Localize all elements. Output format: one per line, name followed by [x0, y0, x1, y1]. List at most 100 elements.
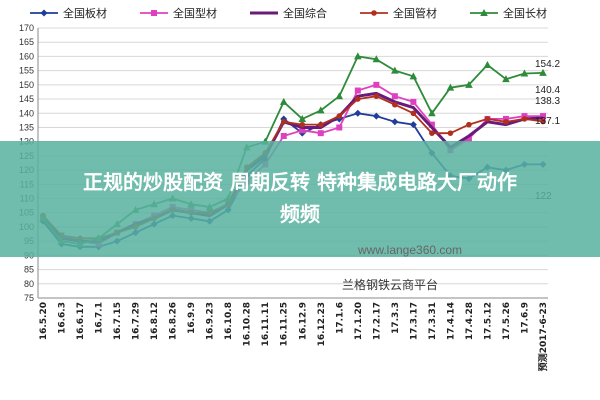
- data-point: [279, 97, 288, 105]
- x-tick-label: 16.10.8: [224, 302, 234, 340]
- data-point: [428, 121, 435, 128]
- y-tick-label: 155: [19, 66, 34, 76]
- data-point: [317, 130, 324, 137]
- data-point: [40, 9, 48, 17]
- legend-label: 全国板材: [63, 6, 107, 20]
- y-tick-label: 170: [19, 23, 34, 33]
- data-point: [354, 109, 362, 117]
- legend-item: 全国综合: [250, 6, 327, 20]
- data-point: [539, 68, 547, 76]
- legend-item: 全国长材: [470, 6, 547, 20]
- y-tick-label: 150: [19, 80, 34, 90]
- x-tick-label: 16.12.23: [317, 302, 327, 346]
- x-tick-label: 16.8.12: [150, 302, 160, 340]
- data-point: [354, 52, 362, 60]
- x-tick-label: 16.7.15: [113, 302, 123, 340]
- legend-label: 全国管材: [393, 6, 437, 20]
- overlay-banner: [0, 141, 600, 257]
- x-tick-label: 17.4.28: [465, 302, 475, 340]
- data-point: [372, 112, 380, 120]
- y-tick-label: 75: [24, 293, 34, 303]
- data-point: [446, 83, 455, 91]
- data-point: [336, 113, 343, 119]
- x-tick-label: 17.5.26: [502, 302, 512, 340]
- banner-line-1: 正规的炒股配资 周期反转 特种集成电路大厂动作: [83, 170, 517, 194]
- x-tick-label: 17.2.17: [372, 302, 382, 340]
- watermark-url: www.lange360.com: [358, 243, 463, 257]
- data-point: [429, 130, 435, 136]
- data-point: [373, 93, 380, 100]
- legend-item: 全国板材: [30, 6, 107, 20]
- data-point: [391, 93, 398, 100]
- data-point: [484, 116, 491, 122]
- x-tick-label: 16.12.9: [298, 302, 308, 340]
- x-axis-ticks: 16.5.20 16.6.3 16.6.17 16.7.1 16.7.15 16.7.29…: [39, 302, 549, 371]
- data-point: [298, 114, 307, 122]
- data-point: [354, 87, 361, 94]
- data-point: [409, 121, 417, 129]
- y-tick-label: 85: [24, 265, 34, 275]
- data-point: [428, 109, 436, 117]
- data-point: [540, 118, 546, 125]
- data-point: [372, 55, 381, 63]
- x-tick-label: 17.3.31: [428, 302, 438, 340]
- data-point: [410, 98, 417, 105]
- data-point: [317, 121, 324, 128]
- x-tick-label: 16.7.29: [132, 302, 142, 340]
- legend-label: 全国综合: [283, 6, 327, 20]
- x-tick-label: 16.7.1: [95, 302, 105, 334]
- data-point: [540, 113, 546, 120]
- y-tick-label: 145: [19, 94, 34, 104]
- data-point: [502, 75, 510, 83]
- end-label: 137.1: [535, 116, 560, 127]
- data-point: [391, 118, 399, 126]
- data-point: [502, 115, 509, 122]
- x-tick-label: 16.8.26: [169, 302, 179, 340]
- y-tick-label: 160: [19, 51, 34, 61]
- banner-line-2: 频频: [280, 202, 320, 226]
- x-tick-label: 17.3.3: [391, 302, 401, 334]
- data-point: [466, 121, 472, 128]
- data-point: [371, 10, 377, 16]
- x-tick-label: 17.1.20: [354, 302, 364, 340]
- y-tick-label: 165: [19, 37, 34, 47]
- legend-label: 全国长材: [503, 6, 547, 20]
- end-label: 138.3: [535, 96, 560, 107]
- x-tick-label: 17.5.12: [483, 302, 493, 340]
- data-point: [483, 60, 492, 68]
- data-point: [280, 133, 287, 139]
- data-point: [299, 127, 306, 134]
- x-tick-label: 17.4.14: [446, 302, 456, 340]
- data-point: [480, 9, 488, 16]
- x-tick-label: 16.9.23: [206, 302, 216, 340]
- data-point: [335, 92, 344, 100]
- x-tick-label: 16.9.9: [187, 302, 197, 334]
- data-point: [447, 130, 454, 136]
- data-point: [520, 69, 529, 77]
- data-point: [355, 96, 361, 102]
- legend: 全国板材 全国型材 全国综合 全国管材 全国长材: [30, 6, 547, 20]
- x-tick-label: 17.6.9: [520, 302, 530, 334]
- data-point: [521, 116, 528, 122]
- x-tick-label: 16.6.17: [76, 302, 86, 340]
- data-point: [409, 72, 418, 80]
- data-point: [336, 124, 343, 131]
- x-tick-label: 16.5.20: [39, 302, 49, 340]
- data-point: [299, 121, 306, 128]
- end-label: 140.4: [535, 85, 560, 96]
- data-point: [280, 118, 287, 125]
- x-tick-label: 预测2017-6-23: [537, 302, 549, 371]
- x-tick-label: 16.10.28: [243, 302, 253, 346]
- legend-label: 全国型材: [173, 6, 217, 20]
- y-tick-label: 135: [19, 122, 34, 132]
- x-tick-label: 16.11.11: [261, 302, 271, 346]
- data-point: [465, 135, 472, 142]
- data-point: [392, 101, 398, 108]
- data-point: [465, 80, 473, 88]
- legend-item: 全国管材: [360, 6, 437, 20]
- end-label: 154.2: [535, 59, 560, 70]
- x-tick-label: 16.11.25: [280, 302, 290, 346]
- platform-label: 兰格钢铁云商平台: [342, 278, 439, 292]
- legend-item: 全国型材: [140, 6, 217, 20]
- data-point: [316, 106, 325, 114]
